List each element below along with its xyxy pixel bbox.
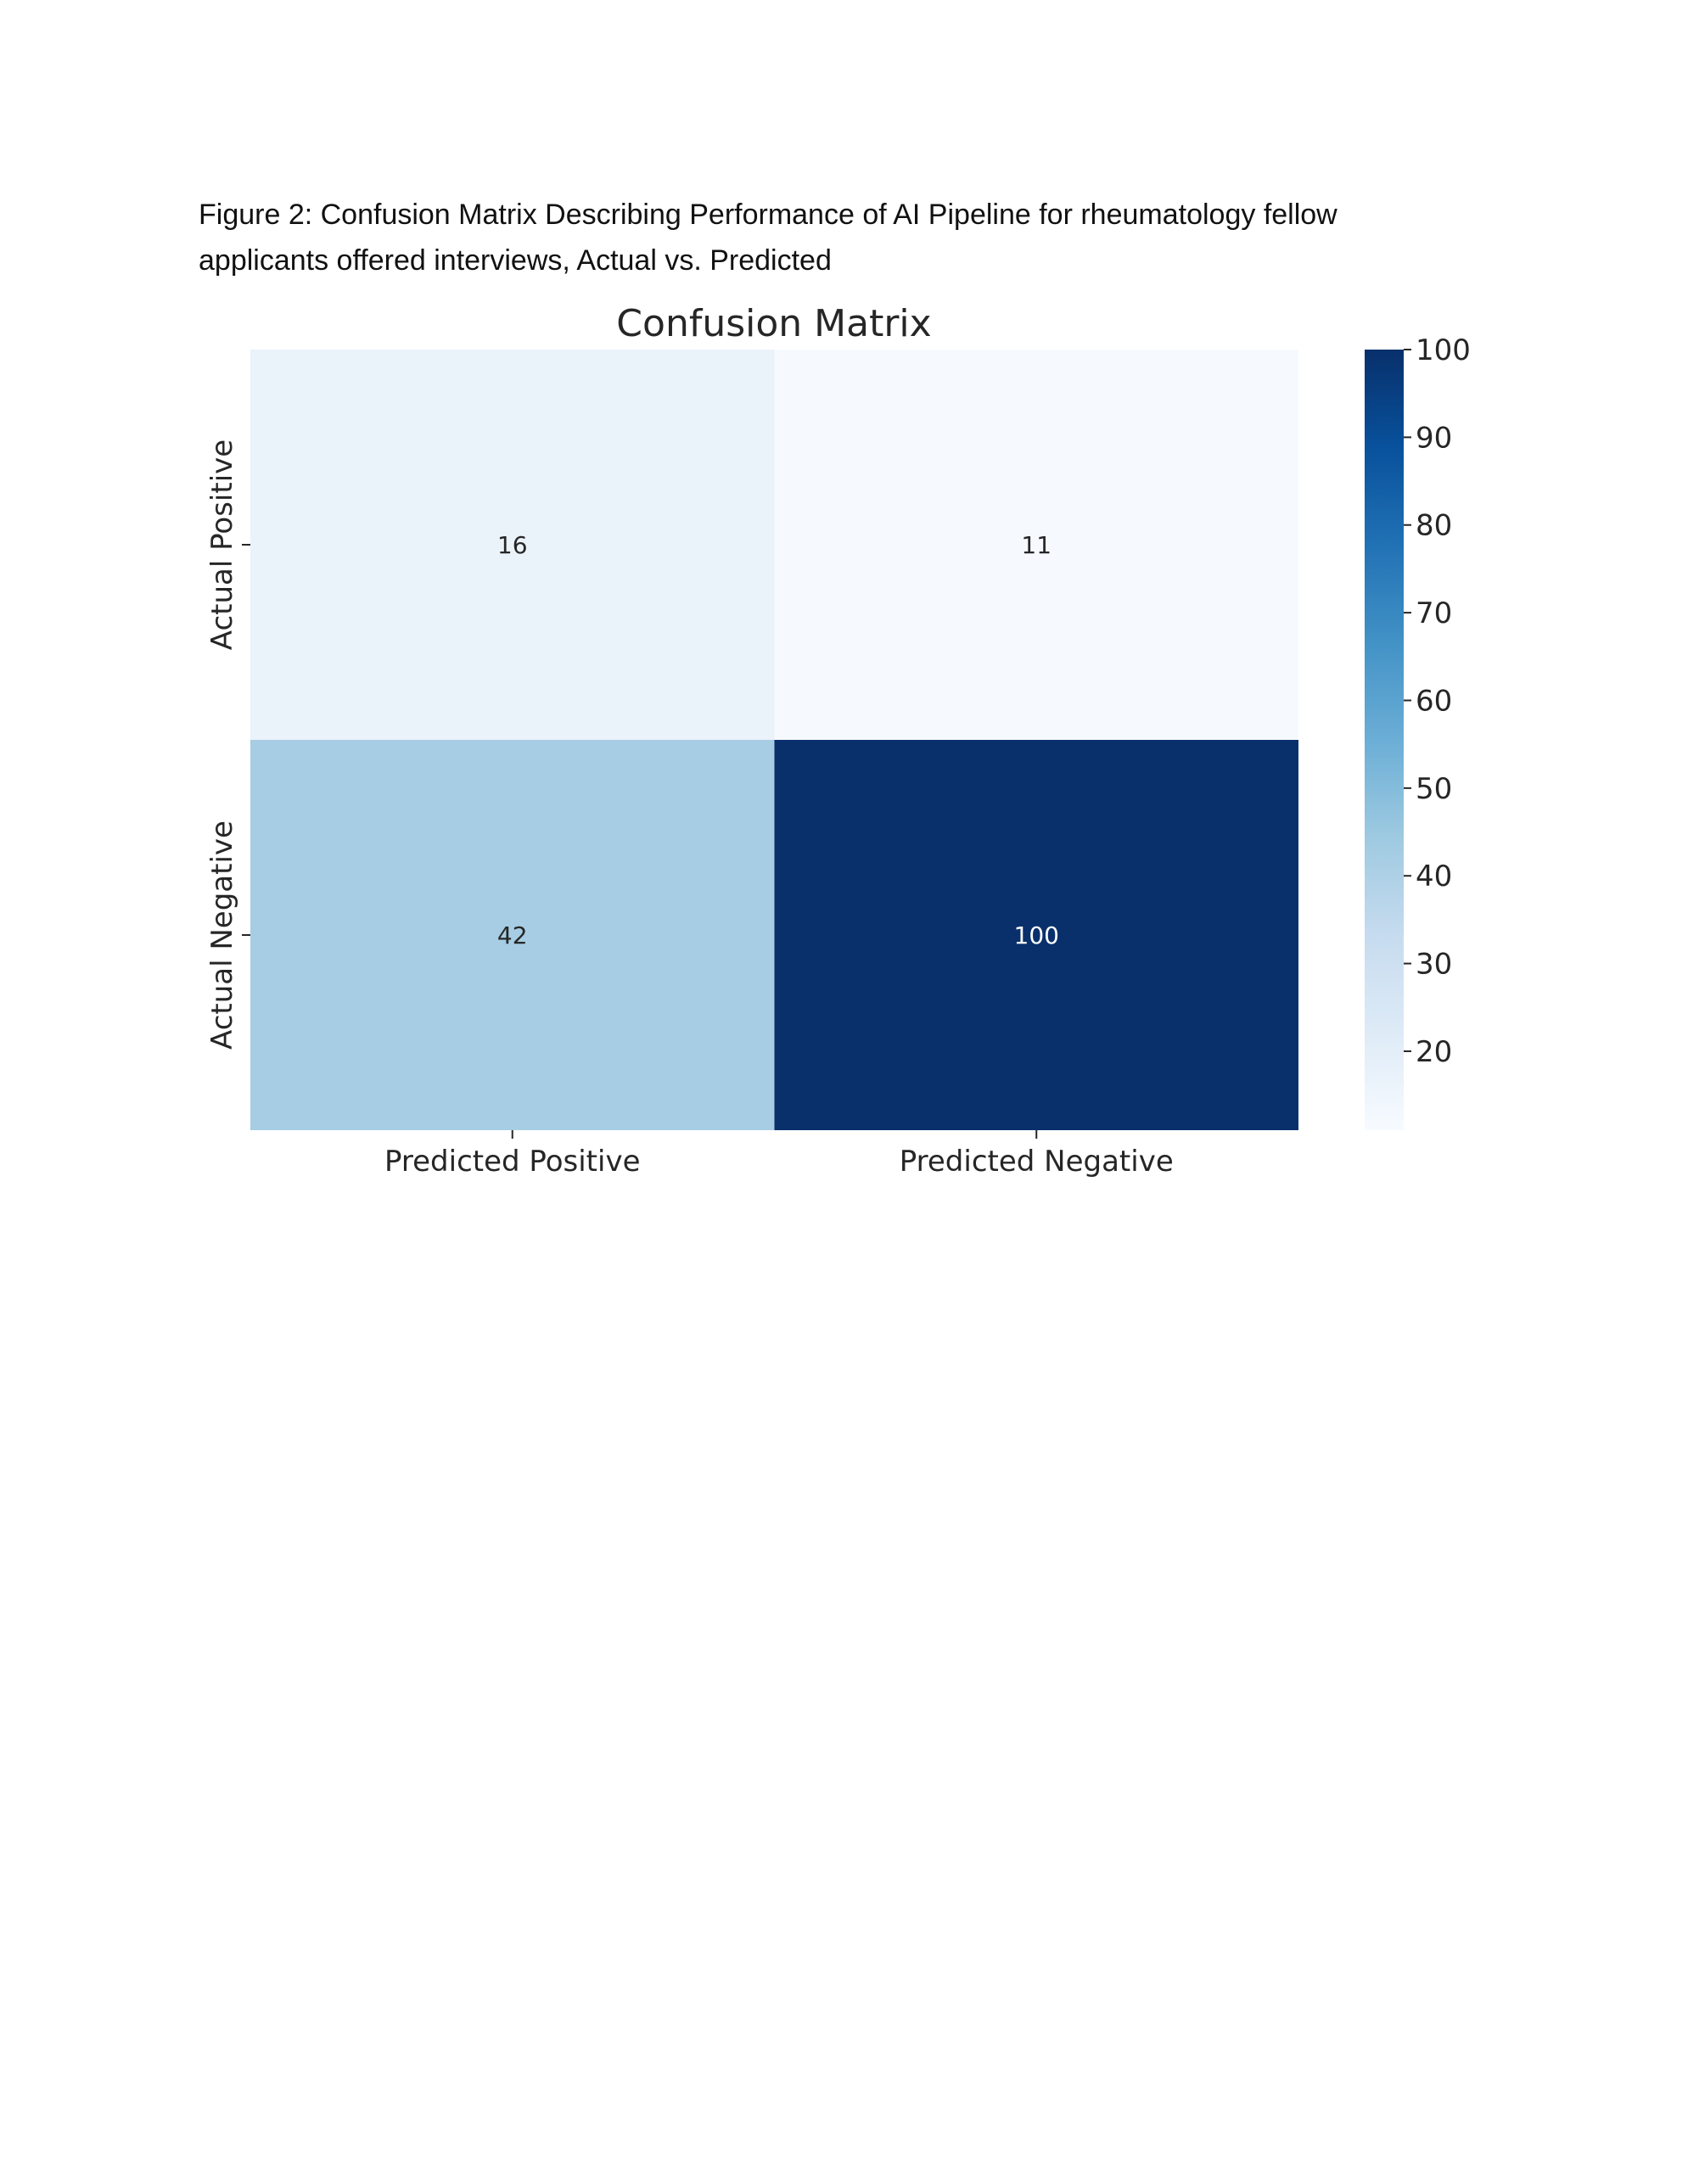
heatmap-cell-r1-c0 <box>250 740 775 1130</box>
chart-title: Confusion Matrix <box>616 302 931 345</box>
x-axis: Predicted Positive Predicted Negative <box>384 1130 1174 1179</box>
colorbar <box>1365 350 1404 1130</box>
heatmap-annotations: 16 11 42 100 <box>497 531 1059 949</box>
x-tick-label: Predicted Positive <box>384 1145 640 1179</box>
caption-line-2: applicants offered interviews, Actual vs… <box>199 244 832 277</box>
caption-line-1: Figure 2: Confusion Matrix Describing Pe… <box>199 199 1338 231</box>
colorbar-tick-label: 70 <box>1416 596 1452 630</box>
colorbar-tick-label: 100 <box>1416 333 1471 367</box>
cell-value-r0-c1: 11 <box>1021 531 1051 559</box>
heatmap-cells <box>250 350 1298 1130</box>
heatmap-cell-r0-c1 <box>774 350 1298 740</box>
x-tick-label: Predicted Negative <box>900 1145 1174 1179</box>
figure-caption: Figure 2: Confusion Matrix Describing Pe… <box>199 192 1506 283</box>
colorbar-tick-label: 50 <box>1416 772 1452 806</box>
y-axis: Actual Positive Actual Negative <box>205 440 250 1050</box>
cell-value-r1-c0: 42 <box>497 921 528 949</box>
cell-value-r0-c0: 16 <box>497 531 528 559</box>
colorbar-ticks: 20 30 40 50 60 70 80 90 100 <box>1404 333 1471 1069</box>
colorbar-tick-label: 40 <box>1416 860 1452 893</box>
y-tick-label: Actual Negative <box>205 820 239 1050</box>
heatmap-cell-r0-c0 <box>250 350 775 740</box>
cell-value-r1-c1: 100 <box>1014 921 1059 949</box>
colorbar-tick-label: 90 <box>1416 421 1452 455</box>
colorbar-tick-label: 80 <box>1416 509 1452 543</box>
colorbar-tick-label: 30 <box>1416 948 1452 982</box>
y-tick-label: Actual Positive <box>205 440 239 650</box>
heatmap-cell-r1-c1 <box>774 740 1298 1130</box>
colorbar-tick-label: 60 <box>1416 684 1452 718</box>
colorbar-tick-label: 20 <box>1416 1035 1452 1069</box>
